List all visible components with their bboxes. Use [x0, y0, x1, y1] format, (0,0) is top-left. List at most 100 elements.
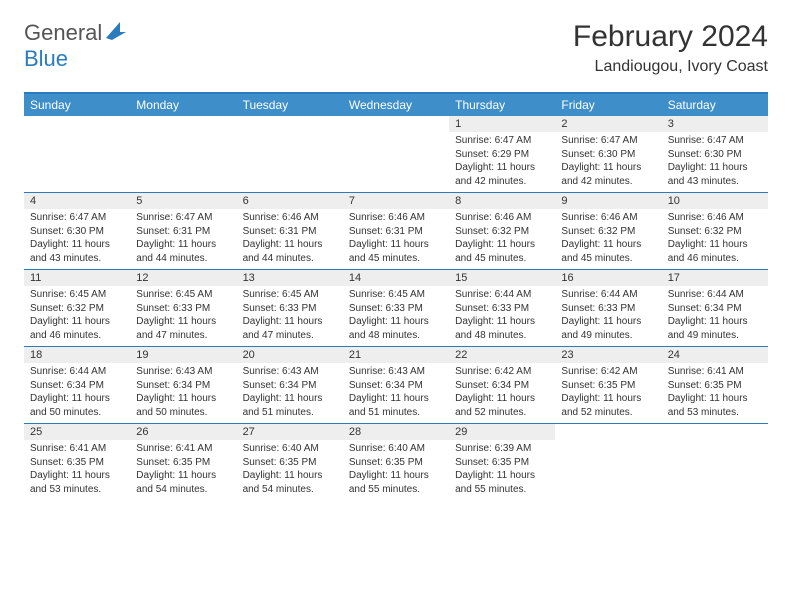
- brand-name-part2: Blue: [24, 46, 68, 71]
- cell-body: Sunrise: 6:41 AMSunset: 6:35 PMDaylight:…: [662, 363, 768, 423]
- sunset-text: Sunset: 6:33 PM: [243, 302, 337, 316]
- calendar-cell: 18Sunrise: 6:44 AMSunset: 6:34 PMDayligh…: [24, 347, 130, 423]
- sunset-text: Sunset: 6:31 PM: [136, 225, 230, 239]
- daylight2-text: and 43 minutes.: [30, 252, 124, 266]
- sunrise-text: Sunrise: 6:41 AM: [30, 442, 124, 456]
- day-header-row: Sunday Monday Tuesday Wednesday Thursday…: [24, 94, 768, 116]
- sunset-text: Sunset: 6:34 PM: [243, 379, 337, 393]
- cell-body: Sunrise: 6:42 AMSunset: 6:35 PMDaylight:…: [555, 363, 661, 423]
- calendar-cell: 21Sunrise: 6:43 AMSunset: 6:34 PMDayligh…: [343, 347, 449, 423]
- day-number: 10: [662, 193, 768, 209]
- daylight2-text: and 45 minutes.: [349, 252, 443, 266]
- day-header-fri: Friday: [555, 94, 661, 116]
- sunrise-text: Sunrise: 6:43 AM: [136, 365, 230, 379]
- calendar-cell: 15Sunrise: 6:44 AMSunset: 6:33 PMDayligh…: [449, 270, 555, 346]
- week-row: 4Sunrise: 6:47 AMSunset: 6:30 PMDaylight…: [24, 192, 768, 269]
- cell-body: Sunrise: 6:41 AMSunset: 6:35 PMDaylight:…: [24, 440, 130, 500]
- day-number: 15: [449, 270, 555, 286]
- daylight2-text: and 42 minutes.: [455, 175, 549, 189]
- day-number: 4: [24, 193, 130, 209]
- sunset-text: Sunset: 6:30 PM: [668, 148, 762, 162]
- calendar-cell: 2Sunrise: 6:47 AMSunset: 6:30 PMDaylight…: [555, 116, 661, 192]
- day-header-sat: Saturday: [662, 94, 768, 116]
- weeks-container: 1Sunrise: 6:47 AMSunset: 6:29 PMDaylight…: [24, 116, 768, 500]
- daylight1-text: Daylight: 11 hours: [349, 238, 443, 252]
- calendar-cell: 7Sunrise: 6:46 AMSunset: 6:31 PMDaylight…: [343, 193, 449, 269]
- sunrise-text: Sunrise: 6:45 AM: [349, 288, 443, 302]
- day-number: 14: [343, 270, 449, 286]
- cell-body: Sunrise: 6:46 AMSunset: 6:32 PMDaylight:…: [555, 209, 661, 269]
- calendar-cell: 29Sunrise: 6:39 AMSunset: 6:35 PMDayligh…: [449, 424, 555, 500]
- daylight2-text: and 54 minutes.: [243, 483, 337, 497]
- day-number: 27: [237, 424, 343, 440]
- sunset-text: Sunset: 6:33 PM: [561, 302, 655, 316]
- daylight1-text: Daylight: 11 hours: [243, 315, 337, 329]
- calendar-cell: 14Sunrise: 6:45 AMSunset: 6:33 PMDayligh…: [343, 270, 449, 346]
- calendar-cell: 28Sunrise: 6:40 AMSunset: 6:35 PMDayligh…: [343, 424, 449, 500]
- day-number: 23: [555, 347, 661, 363]
- day-number: 5: [130, 193, 236, 209]
- calendar-cell: 17Sunrise: 6:44 AMSunset: 6:34 PMDayligh…: [662, 270, 768, 346]
- daylight1-text: Daylight: 11 hours: [30, 315, 124, 329]
- day-number: 28: [343, 424, 449, 440]
- cell-body: Sunrise: 6:45 AMSunset: 6:33 PMDaylight:…: [130, 286, 236, 346]
- sunset-text: Sunset: 6:31 PM: [243, 225, 337, 239]
- daylight1-text: Daylight: 11 hours: [30, 238, 124, 252]
- calendar-cell: [237, 116, 343, 192]
- brand-name-part2-wrap: Blue: [24, 46, 68, 72]
- daylight1-text: Daylight: 11 hours: [668, 161, 762, 175]
- day-header-sun: Sunday: [24, 94, 130, 116]
- daylight1-text: Daylight: 11 hours: [136, 392, 230, 406]
- day-number: 2: [555, 116, 661, 132]
- sunset-text: Sunset: 6:29 PM: [455, 148, 549, 162]
- daylight1-text: Daylight: 11 hours: [30, 469, 124, 483]
- cell-body: Sunrise: 6:47 AMSunset: 6:30 PMDaylight:…: [662, 132, 768, 192]
- daylight2-text: and 55 minutes.: [455, 483, 549, 497]
- calendar-cell: 22Sunrise: 6:42 AMSunset: 6:34 PMDayligh…: [449, 347, 555, 423]
- calendar-cell: 6 Sunrise: 6:46 AMSunset: 6:31 PMDaylight…: [237, 193, 343, 269]
- calendar-cell: 13Sunrise: 6:45 AMSunset: 6:33 PMDayligh…: [237, 270, 343, 346]
- calendar-cell: [343, 116, 449, 192]
- sunset-text: Sunset: 6:32 PM: [30, 302, 124, 316]
- sunset-text: Sunset: 6:32 PM: [561, 225, 655, 239]
- sunrise-text: Sunrise: 6:45 AM: [243, 288, 337, 302]
- calendar-cell: 9Sunrise: 6:46 AMSunset: 6:32 PMDaylight…: [555, 193, 661, 269]
- daylight1-text: Daylight: 11 hours: [136, 238, 230, 252]
- day-number: 6: [237, 193, 343, 209]
- sunrise-text: Sunrise: 6:45 AM: [136, 288, 230, 302]
- daylight2-text: and 44 minutes.: [243, 252, 337, 266]
- sunrise-text: Sunrise: 6:39 AM: [455, 442, 549, 456]
- daylight2-text: and 50 minutes.: [30, 406, 124, 420]
- cell-body: Sunrise: 6:47 AMSunset: 6:30 PMDaylight:…: [555, 132, 661, 192]
- cell-body: Sunrise: 6:40 AMSunset: 6:35 PMDaylight:…: [237, 440, 343, 500]
- daylight2-text: and 49 minutes.: [561, 329, 655, 343]
- daylight1-text: Daylight: 11 hours: [243, 238, 337, 252]
- week-row: 11Sunrise: 6:45 AMSunset: 6:32 PMDayligh…: [24, 269, 768, 346]
- sunset-text: Sunset: 6:35 PM: [668, 379, 762, 393]
- calendar-cell: [130, 116, 236, 192]
- daylight2-text: and 45 minutes.: [455, 252, 549, 266]
- daylight1-text: Daylight: 11 hours: [561, 392, 655, 406]
- sunset-text: Sunset: 6:30 PM: [561, 148, 655, 162]
- day-number: 20: [237, 347, 343, 363]
- sunrise-text: Sunrise: 6:46 AM: [455, 211, 549, 225]
- cell-body: Sunrise: 6:44 AMSunset: 6:33 PMDaylight:…: [555, 286, 661, 346]
- flag-icon: [106, 22, 126, 45]
- cell-body: Sunrise: 6:39 AMSunset: 6:35 PMDaylight:…: [449, 440, 555, 500]
- day-number: 11: [24, 270, 130, 286]
- daylight2-text: and 48 minutes.: [349, 329, 443, 343]
- sunrise-text: Sunrise: 6:46 AM: [243, 211, 337, 225]
- sunrise-text: Sunrise: 6:43 AM: [349, 365, 443, 379]
- sunrise-text: Sunrise: 6:47 AM: [561, 134, 655, 148]
- cell-body: Sunrise: 6:47 AMSunset: 6:30 PMDaylight:…: [24, 209, 130, 269]
- daylight2-text: and 50 minutes.: [136, 406, 230, 420]
- day-number: 8: [449, 193, 555, 209]
- sunset-text: Sunset: 6:35 PM: [136, 456, 230, 470]
- cell-body: Sunrise: 6:45 AMSunset: 6:33 PMDaylight:…: [343, 286, 449, 346]
- daylight2-text: and 52 minutes.: [455, 406, 549, 420]
- cell-body: Sunrise: 6:44 AMSunset: 6:34 PMDaylight:…: [662, 286, 768, 346]
- cell-body: Sunrise: 6:46 AMSunset: 6:31 PMDaylight:…: [343, 209, 449, 269]
- sunrise-text: Sunrise: 6:47 AM: [668, 134, 762, 148]
- daylight2-text: and 48 minutes.: [455, 329, 549, 343]
- daylight1-text: Daylight: 11 hours: [561, 161, 655, 175]
